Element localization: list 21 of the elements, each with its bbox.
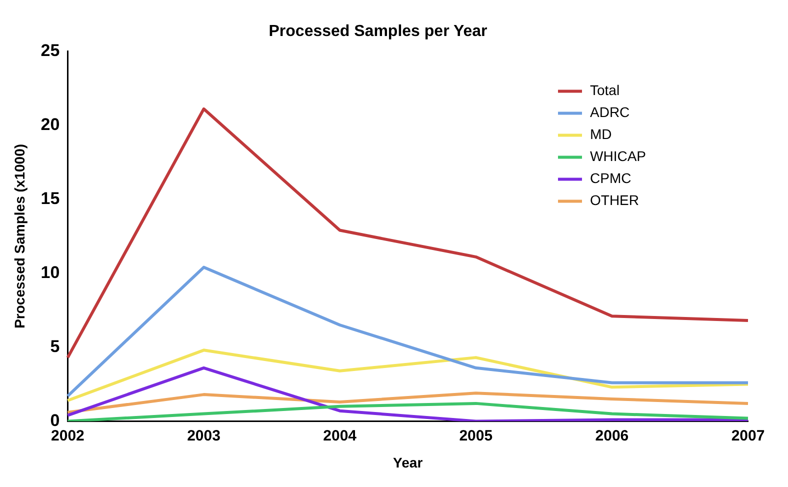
chart-title: Processed Samples per Year [268, 23, 488, 40]
y-tick-label: 10 [40, 262, 60, 282]
legend-label: Total [590, 82, 620, 98]
x-tick-label: 2005 [459, 427, 493, 444]
legend-label: WHICAP [590, 148, 646, 164]
x-tick-label: 2003 [187, 427, 220, 444]
x-tick-label: 2006 [595, 427, 629, 444]
y-tick-label: 15 [40, 188, 60, 208]
y-axis-title: Processed Samples (x1000) [11, 144, 28, 328]
y-tick-label: 25 [40, 40, 60, 60]
y-tick-label: 20 [40, 114, 60, 134]
legend-label: MD [590, 126, 612, 142]
legend-label: ADRC [590, 104, 630, 120]
x-tick-label: 2007 [731, 427, 765, 444]
legend-label: OTHER [590, 192, 639, 208]
legend-label: CPMC [590, 170, 632, 186]
y-tick-label: 5 [50, 336, 60, 356]
x-tick-label: 2004 [323, 427, 358, 444]
x-axis-title: Year [393, 454, 424, 470]
y-tick-label: 0 [50, 410, 60, 430]
x-tick-label: 2002 [51, 427, 84, 444]
